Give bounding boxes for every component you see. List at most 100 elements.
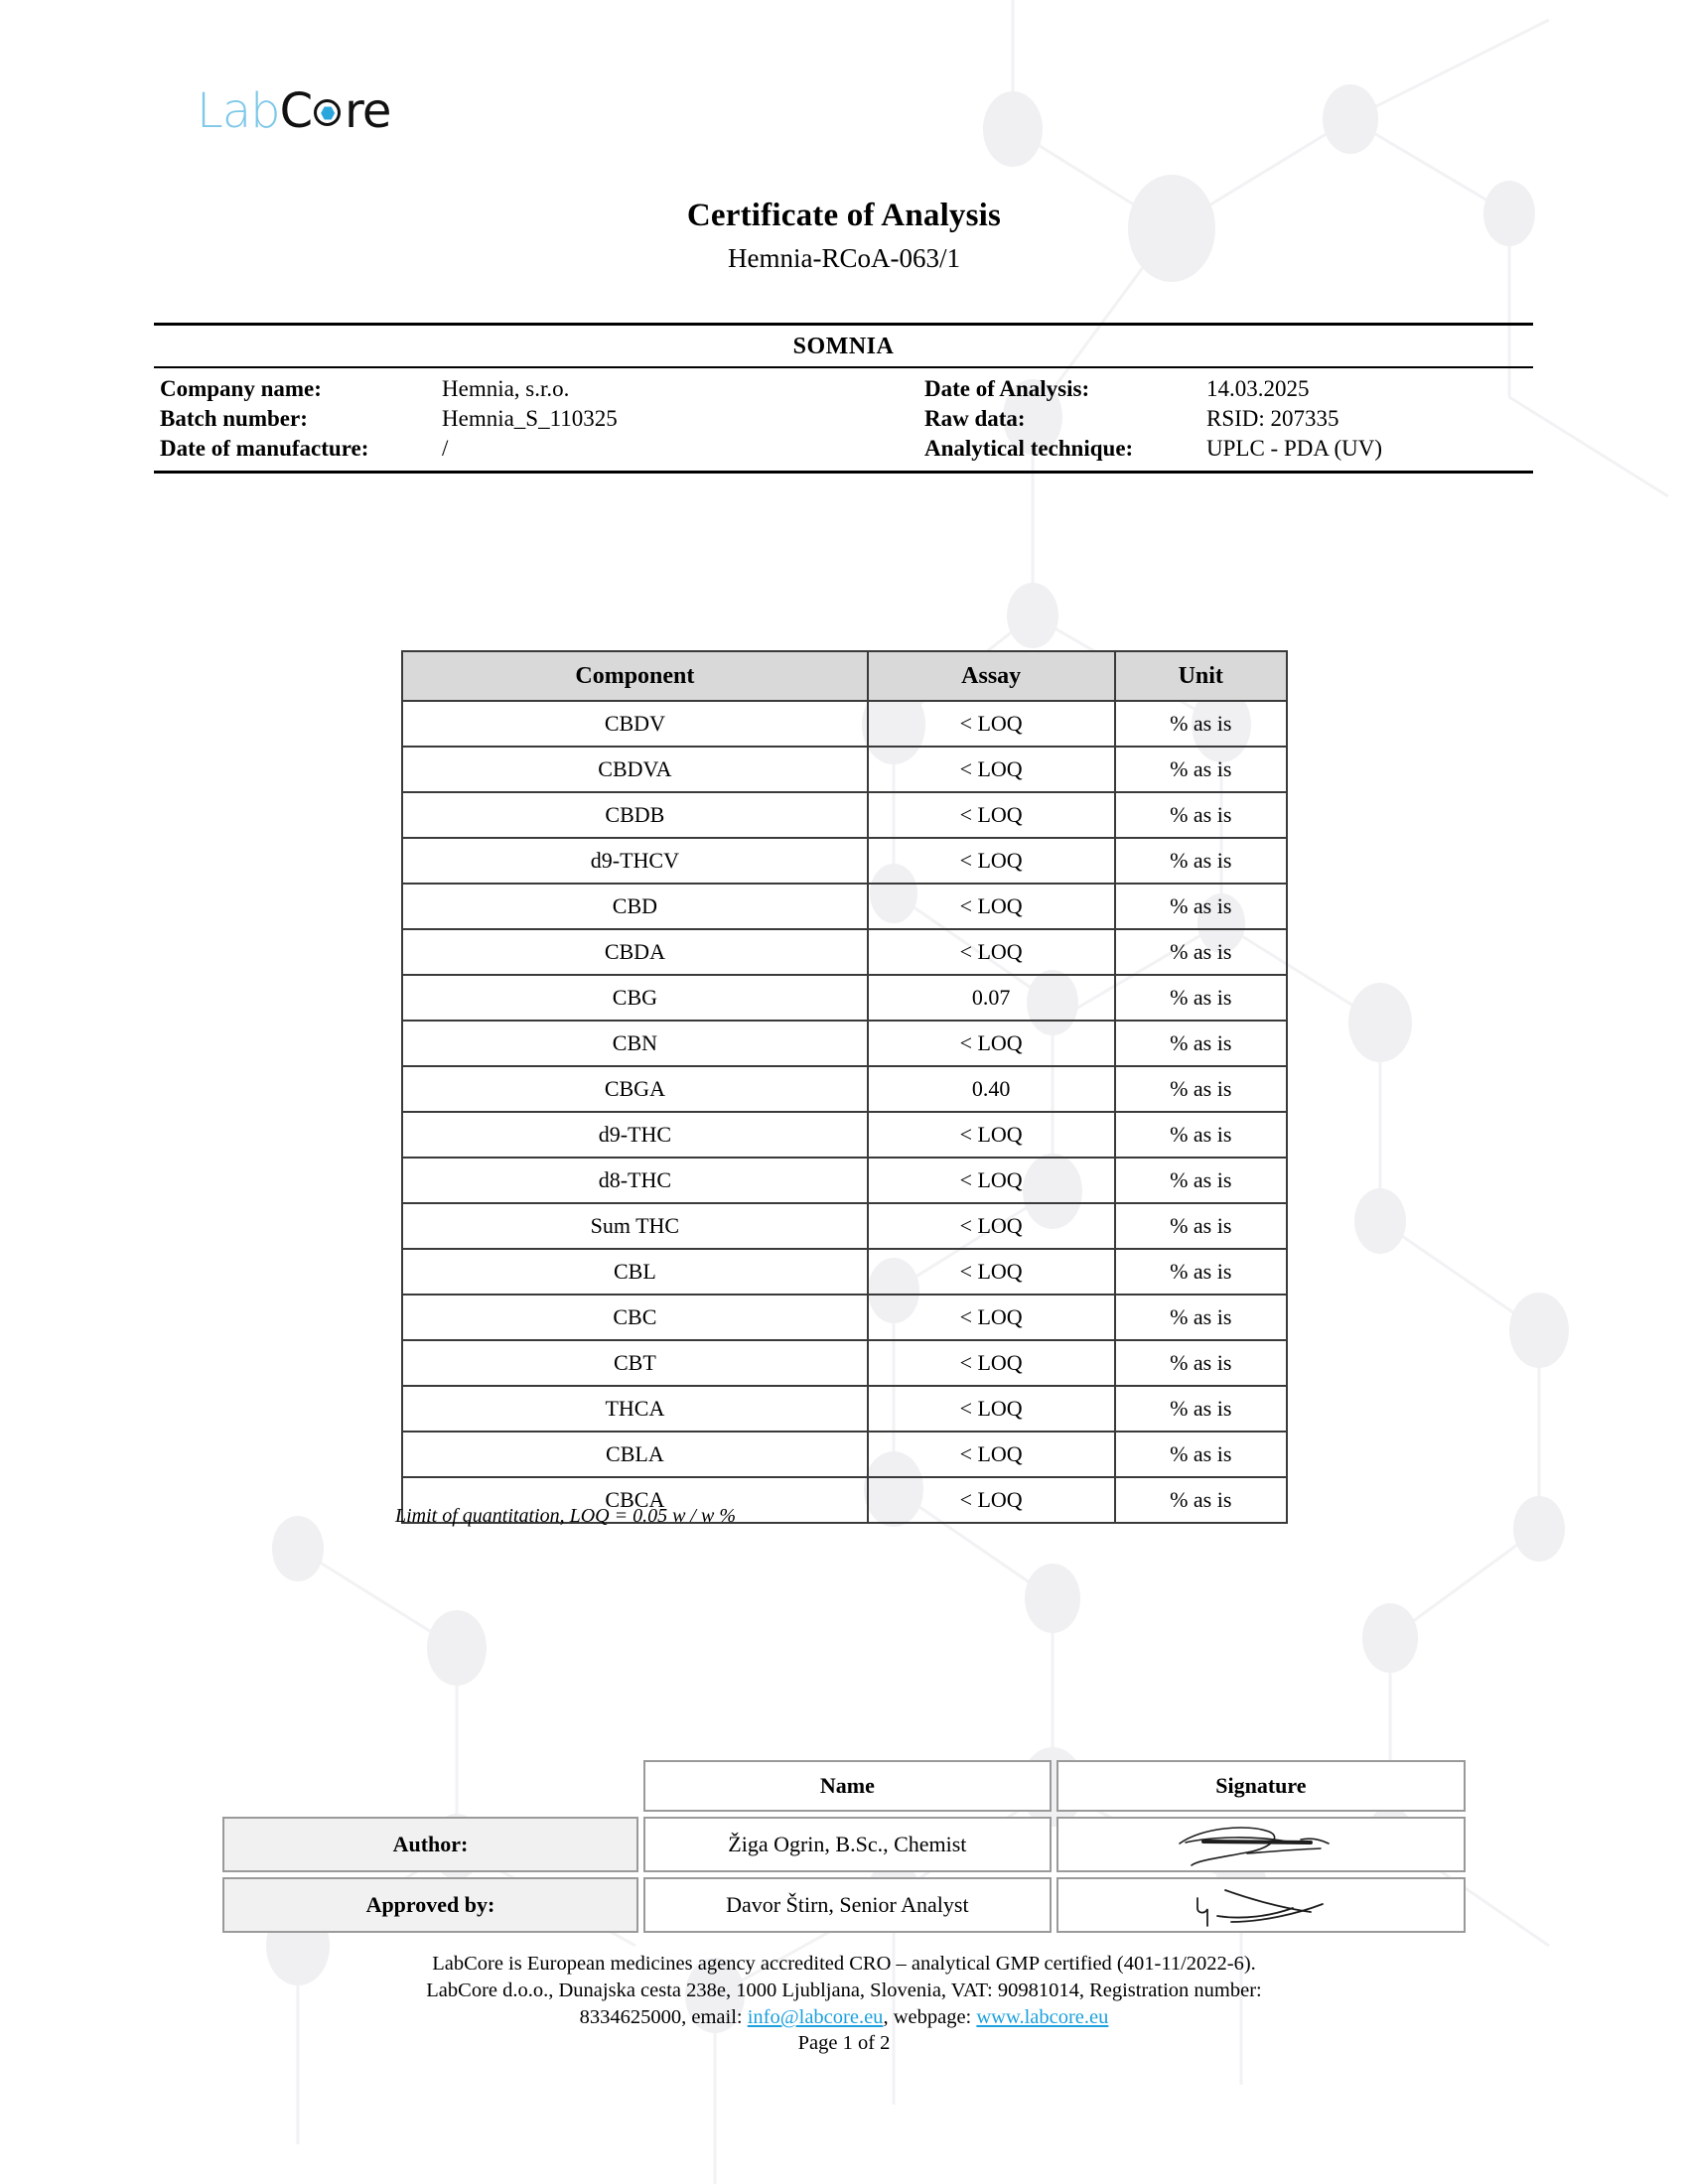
cell-component: CBDV xyxy=(401,700,869,748)
signature-mark-author xyxy=(1055,1817,1466,1872)
logo-text-c: C xyxy=(279,83,314,139)
cell-assay: < LOQ xyxy=(866,746,1116,793)
table-row: CBG 0.07% as is xyxy=(401,974,1289,1022)
cell-assay: < LOQ xyxy=(866,1248,1116,1296)
info-value-raw-data: RSID: 207335 xyxy=(1206,406,1339,431)
cell-assay: 0.07 xyxy=(866,974,1116,1022)
info-label-company-name: Company name: xyxy=(160,376,322,401)
table-header-row: Component Assay Unit xyxy=(401,650,1289,702)
cell-unit: % as is xyxy=(1113,1339,1289,1387)
cell-assay: < LOQ xyxy=(866,1476,1116,1524)
logo-text-re: re xyxy=(345,83,391,139)
cell-component: CBN xyxy=(401,1020,869,1067)
info-value-date-of-analysis: 14.03.2025 xyxy=(1206,376,1310,401)
cell-assay: < LOQ xyxy=(866,883,1116,930)
info-value-batch-number: Hemnia_S_110325 xyxy=(442,406,618,431)
cell-component: CBC xyxy=(401,1294,869,1341)
cell-unit: % as is xyxy=(1113,1202,1289,1250)
cell-assay: 0.40 xyxy=(866,1065,1116,1113)
results-table: Component Assay Unit CBDV < LOQ% as is CBD… xyxy=(401,650,1289,1524)
cell-assay: < LOQ xyxy=(866,791,1116,839)
column-header-signature: Signature xyxy=(1055,1760,1466,1812)
cell-component: CBDA xyxy=(401,928,869,976)
signature-role-author: Author: xyxy=(222,1817,638,1872)
cell-unit: % as is xyxy=(1113,1111,1289,1159)
signature-name-author: Žiga Ogrin, B.Sc., Chemist xyxy=(642,1817,1052,1872)
cell-assay: < LOQ xyxy=(866,1157,1116,1204)
cell-component: CBGA xyxy=(401,1065,869,1113)
cell-unit: % as is xyxy=(1113,1065,1289,1113)
table-row: CBDB < LOQ% as is xyxy=(401,791,1289,839)
table-row: THCA < LOQ% as is xyxy=(401,1385,1289,1433)
page-title: Certificate of Analysis xyxy=(686,198,1002,233)
footer-line-3-mid: webpage: xyxy=(888,2006,977,2028)
cell-assay: < LOQ xyxy=(866,1111,1116,1159)
cell-component: d9-THC xyxy=(401,1111,869,1159)
cell-unit: % as is xyxy=(1113,746,1289,793)
info-label-batch-number: Batch number: xyxy=(160,406,308,431)
cell-component: Sum THC xyxy=(401,1202,869,1250)
cell-component: CBG xyxy=(401,974,869,1022)
cell-unit: % as is xyxy=(1113,974,1289,1022)
cell-unit: % as is xyxy=(1113,1157,1289,1204)
footer: LabCore is European medicines agency acc… xyxy=(0,1951,1688,2031)
signature-role-approver: Approved by: xyxy=(222,1877,638,1933)
cell-unit: % as is xyxy=(1113,791,1289,839)
cell-unit: % as is xyxy=(1113,1476,1289,1524)
info-label-date-of-manufacture: Date of manufacture: xyxy=(160,436,369,461)
cell-component: CBDVA xyxy=(401,746,869,793)
cell-assay: < LOQ xyxy=(866,1202,1116,1250)
signature-header-spacer xyxy=(222,1760,638,1812)
column-header-component: Component xyxy=(401,650,869,702)
footer-line-2: LabCore d.o.o., Dunajska cesta 238e, 100… xyxy=(426,1979,1262,2001)
cell-assay: < LOQ xyxy=(866,1294,1116,1341)
table-row: CBGA 0.40% as is xyxy=(401,1065,1289,1113)
table-row: CBL < LOQ% as is xyxy=(401,1248,1289,1296)
signature-row-approver: Approved by: Davor Štirn, Senior Analyst xyxy=(222,1877,1466,1933)
cell-unit: % as is xyxy=(1113,1385,1289,1433)
table-row: CBDV < LOQ% as is xyxy=(401,700,1289,748)
signature-scribble-author xyxy=(1179,1827,1330,1866)
divider-top xyxy=(154,323,1533,326)
hexagon-icon xyxy=(312,87,345,135)
cell-component: THCA xyxy=(401,1385,869,1433)
info-grid: Company name: Hemnia, s.r.o. Date of Ana… xyxy=(154,368,1533,471)
cell-unit: % as is xyxy=(1113,1248,1289,1296)
info-label-analytical-technique: Analytical technique: xyxy=(924,436,1134,461)
signature-mark-approver xyxy=(1055,1877,1466,1933)
info-value-date-of-manufacture: / xyxy=(442,436,449,461)
cell-unit: % as is xyxy=(1113,700,1289,748)
signature-name-approver: Davor Štirn, Senior Analyst xyxy=(642,1877,1052,1933)
table-row: CBN < LOQ% as is xyxy=(401,1020,1289,1067)
column-header-unit: Unit xyxy=(1113,650,1289,702)
email-link[interactable]: info@labcore.eu xyxy=(747,2006,884,2028)
cell-component: d9-THCV xyxy=(401,837,869,885)
info-value-analytical-technique: UPLC - PDA (UV) xyxy=(1206,436,1382,461)
signature-scribble-approver xyxy=(1196,1889,1324,1927)
table-row: d9-THCV < LOQ% as is xyxy=(401,837,1289,885)
cell-component: CBCA xyxy=(401,1476,869,1524)
footer-line-3-prefix: 8334625000, email: xyxy=(579,2006,748,2028)
table-row: Sum THC < LOQ% as is xyxy=(401,1202,1289,1250)
cell-unit: % as is xyxy=(1113,883,1289,930)
signature-table: Name Signature Author: Žiga Ogrin, B.Sc.… xyxy=(217,1755,1471,1938)
info-value-company-name: Hemnia, s.r.o. xyxy=(442,376,570,401)
cell-assay: < LOQ xyxy=(866,1385,1116,1433)
info-block: SOMNIA Company name: Hemnia, s.r.o. Date… xyxy=(154,323,1533,474)
cell-unit: % as is xyxy=(1113,1020,1289,1067)
column-header-name: Name xyxy=(642,1760,1052,1812)
table-row: CBDVA < LOQ% as is xyxy=(401,746,1289,793)
webpage-link[interactable]: www.labcore.eu xyxy=(976,2006,1109,2028)
footer-line-3: 8334625000, email: info@labcore.eu, webp… xyxy=(0,2004,1688,2031)
cell-component: CBL xyxy=(401,1248,869,1296)
signature-header-row: Name Signature xyxy=(222,1760,1466,1812)
cell-unit: % as is xyxy=(1113,837,1289,885)
table-row: CBC < LOQ% as is xyxy=(401,1294,1289,1341)
info-label-raw-data: Raw data: xyxy=(924,406,1026,431)
cell-component: CBT xyxy=(401,1339,869,1387)
results-table-body: CBDV < LOQ% as is CBDVA < LOQ% as is CBDB < L… xyxy=(401,700,1289,1524)
table-row: d8-THC < LOQ% as is xyxy=(401,1157,1289,1204)
column-header-assay: Assay xyxy=(866,650,1116,702)
labcore-logo: LabC re xyxy=(197,87,391,135)
table-row: CBT < LOQ% as is xyxy=(401,1339,1289,1387)
